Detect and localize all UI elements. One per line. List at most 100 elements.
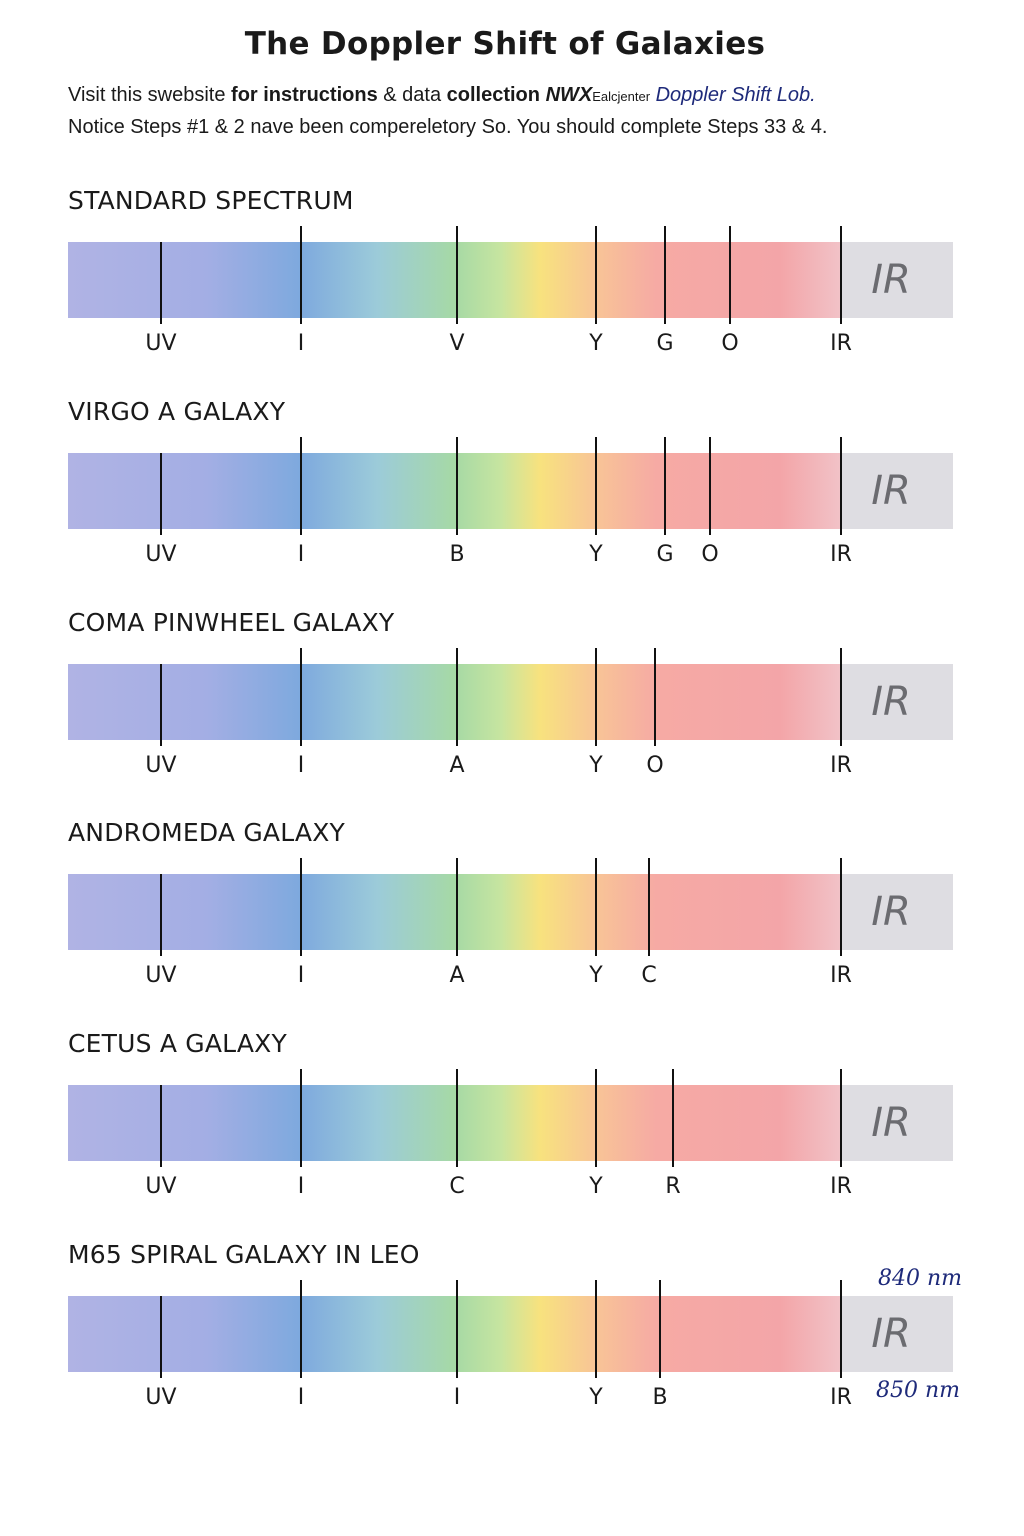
spectral-line-label: IR <box>830 542 852 567</box>
page-title: The Doppler Shift of Galaxies <box>244 26 766 62</box>
spectral-line <box>456 858 458 956</box>
ir-region-label: IR <box>871 257 911 303</box>
intro-line-1: Visit this swebsite for instructions & d… <box>68 84 816 107</box>
spectral-line <box>300 437 302 535</box>
spectrum-title: M65 SPIRAL GALAXY IN LEO <box>68 1240 420 1269</box>
spectral-line <box>456 648 458 746</box>
spectrum-section: VIRGO A GALAXY IR UV I B Y G O IR <box>0 397 1024 607</box>
annotation-840nm: 840 nm <box>878 1266 963 1291</box>
spectral-line <box>840 1069 842 1167</box>
spectral-line-label: Y <box>589 331 603 356</box>
ir-region-label: IR <box>871 1100 911 1146</box>
ir-region-label: IR <box>871 889 911 935</box>
spectral-line-label: I <box>297 542 305 567</box>
spectral-line <box>595 1069 597 1167</box>
spectral-line <box>160 1296 162 1378</box>
spectral-line <box>664 226 666 324</box>
spectral-line <box>595 648 597 746</box>
spectral-line-label: Y <box>589 542 603 567</box>
intro-text: & data <box>377 84 447 106</box>
spectral-line-label: A <box>449 963 465 988</box>
spectrum-title: VIRGO A GALAXY <box>68 397 286 426</box>
spectrum-title: STANDARD SPECTRUM <box>68 186 354 215</box>
spectrum-bar <box>68 664 842 740</box>
ir-region <box>842 664 953 740</box>
ir-region <box>842 1085 953 1161</box>
spectral-line <box>840 226 842 324</box>
spectrum-title: ANDROMEDA GALAXY <box>68 818 346 847</box>
spectral-line <box>664 437 666 535</box>
spectral-line-label: UV <box>145 542 177 567</box>
spectral-line-label: Y <box>589 963 603 988</box>
spectral-line <box>160 874 162 956</box>
spectral-line-label: I <box>297 331 305 356</box>
spectral-line <box>300 1069 302 1167</box>
ir-region <box>842 242 953 318</box>
spectral-line <box>648 858 650 956</box>
spectral-line <box>840 437 842 535</box>
spectral-line <box>729 226 731 324</box>
spectral-line-label: UV <box>145 1174 177 1199</box>
ir-region <box>842 1296 953 1372</box>
spectral-line <box>456 226 458 324</box>
spectral-line-label: UV <box>145 963 177 988</box>
spectral-line <box>654 648 656 746</box>
spectral-line <box>456 1069 458 1167</box>
spectrum-section: STANDARD SPECTRUM IR UV I V Y G O IR <box>0 186 1024 396</box>
spectral-line-label: G <box>656 542 674 567</box>
spectral-line-label: I <box>297 1385 305 1410</box>
spectral-line <box>709 437 711 535</box>
spectrum-bar <box>68 1296 842 1372</box>
spectral-line-label: I <box>453 1385 461 1410</box>
spectral-line-label: IR <box>830 753 852 778</box>
spectral-line <box>160 242 162 324</box>
spectral-line <box>595 226 597 324</box>
spectral-line <box>300 226 302 324</box>
spectral-line-label: UV <box>145 753 177 778</box>
intro-source-small: Ealcjenter <box>592 89 651 104</box>
spectral-line-label: UV <box>145 1385 177 1410</box>
spectral-line-label: UV <box>145 331 177 356</box>
spectral-line <box>659 1280 661 1378</box>
spectral-line-label: B <box>449 542 465 567</box>
spectrum-section: CETUS A GALAXY IR UV I C Y R IR <box>0 1029 1024 1239</box>
spectral-line-label: A <box>449 753 465 778</box>
spectral-line <box>840 858 842 956</box>
spectral-line <box>840 648 842 746</box>
spectral-line <box>595 858 597 956</box>
spectrum-bar <box>68 453 842 529</box>
intro-source: NWX <box>545 84 593 106</box>
spectral-line <box>160 1085 162 1167</box>
ir-region <box>842 453 953 529</box>
spectral-line <box>456 1280 458 1378</box>
spectral-line <box>840 1280 842 1378</box>
intro-text: Visit this swebsite <box>68 84 232 106</box>
spectral-line-label: IR <box>830 1174 852 1199</box>
spectrum-section: ANDROMEDA GALAXY IR UV I A Y C IR <box>0 818 1024 1028</box>
spectral-line <box>300 858 302 956</box>
spectral-line <box>160 664 162 746</box>
spectral-line-label: O <box>701 542 719 567</box>
spectrum-bar <box>68 874 842 950</box>
spectrum-section: COMA PINWHEEL GALAXY IR UV I A Y O IR <box>0 608 1024 818</box>
spectral-line <box>300 648 302 746</box>
spectral-line <box>160 453 162 535</box>
spectral-line <box>456 437 458 535</box>
spectral-line-label: V <box>449 331 465 356</box>
spectral-line <box>672 1069 674 1167</box>
spectral-line-label: I <box>297 1174 305 1199</box>
spectral-line <box>595 437 597 535</box>
spectral-line-label: I <box>297 963 305 988</box>
spectral-line-label: G <box>656 331 674 356</box>
spectrum-bar <box>68 1085 842 1161</box>
spectral-line-label: IR <box>830 1385 852 1410</box>
spectral-line-label: R <box>665 1174 681 1199</box>
spectral-line <box>300 1280 302 1378</box>
spectral-line-label: Y <box>589 1385 603 1410</box>
annotation-850nm: 850 nm <box>876 1378 961 1403</box>
spectral-line-label: Y <box>589 1174 603 1199</box>
spectrum-section: M65 SPIRAL GALAXY IN LEO IR UV I I Y B IR <box>0 1240 1024 1450</box>
spectrum-bar <box>68 242 842 318</box>
spectral-line-label: C <box>449 1174 465 1199</box>
spectral-line-label: O <box>646 753 664 778</box>
